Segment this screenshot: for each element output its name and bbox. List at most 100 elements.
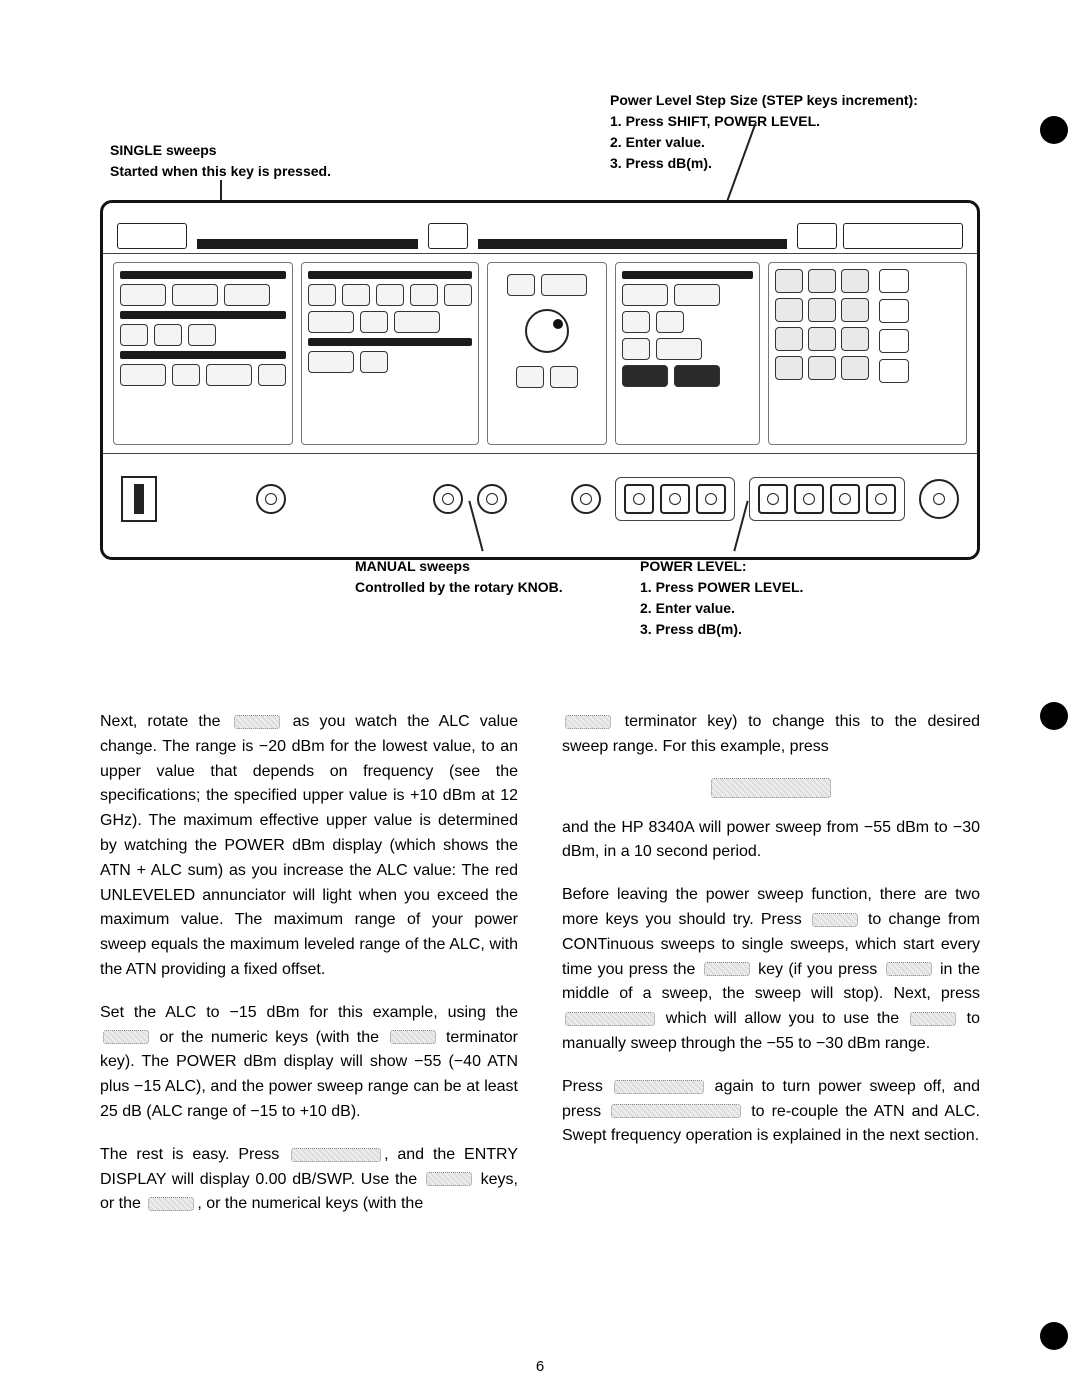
- shift-button[interactable]: [674, 365, 720, 387]
- start-freq-button[interactable]: [622, 284, 668, 306]
- am-bnc[interactable]: [477, 484, 507, 514]
- ghz-dbm-key[interactable]: [879, 269, 909, 293]
- sweep-trigger-panel: [113, 262, 293, 445]
- m1-button[interactable]: [308, 284, 336, 306]
- numeric-keypad: [775, 269, 869, 438]
- status-box: [797, 223, 837, 249]
- manual-sweep-callout: MANUAL sweeps Controlled by the rotary K…: [355, 556, 563, 598]
- freq-display: [197, 239, 418, 249]
- label-bar: [120, 271, 286, 279]
- save-button[interactable]: [172, 364, 200, 386]
- meter-lvl[interactable]: [696, 484, 726, 514]
- t: terminator key) to change this to the de…: [562, 713, 980, 755]
- hz-us-key[interactable]: [879, 359, 909, 383]
- para-5: and the HP 8340A will power sweep from −…: [562, 816, 980, 866]
- shift-power-keycap-icon: [611, 1104, 741, 1118]
- df-button[interactable]: [656, 311, 684, 333]
- stop-freq-button[interactable]: [674, 284, 720, 306]
- save-lock-button[interactable]: [656, 338, 702, 360]
- entry-display: [843, 223, 963, 249]
- function-panel: [615, 262, 761, 445]
- key-6[interactable]: [841, 298, 869, 322]
- bottom-callouts: MANUAL sweeps Controlled by the rotary K…: [100, 560, 980, 650]
- power-level-button[interactable]: [622, 365, 668, 387]
- ext-button[interactable]: [188, 324, 216, 346]
- aux-group: [749, 477, 905, 521]
- step-up-button[interactable]: [516, 366, 544, 388]
- aux-b[interactable]: [794, 484, 824, 514]
- knob-keycap-icon: [234, 715, 280, 729]
- aux-c[interactable]: [830, 484, 860, 514]
- single-button[interactable]: [172, 284, 218, 306]
- top-labels: SINGLE sweeps Started when this key is p…: [100, 90, 980, 200]
- pulse-button[interactable]: [308, 351, 354, 373]
- key-4[interactable]: [775, 298, 803, 322]
- freq-display-b: [478, 239, 787, 249]
- t: The rest is easy. Press: [100, 1146, 288, 1163]
- mkr-delta-button[interactable]: [394, 311, 440, 333]
- label-bar: [622, 271, 754, 279]
- single-sweep-heading: SINGLE sweeps: [110, 140, 430, 161]
- m2-button[interactable]: [342, 284, 370, 306]
- am-button[interactable]: [360, 351, 388, 373]
- body-text: Next, rotate the as you watch the ALC va…: [100, 710, 980, 1217]
- mhz-sec-key[interactable]: [879, 299, 909, 323]
- example-keycap-icon: [711, 778, 831, 798]
- label-bar: [120, 351, 286, 359]
- marker-off-button[interactable]: [308, 311, 354, 333]
- aux-d[interactable]: [866, 484, 896, 514]
- preset-button[interactable]: [206, 364, 252, 386]
- step-size-l1: 1. Press SHIFT, POWER LEVEL.: [610, 111, 970, 132]
- single-keycap-icon: [704, 962, 750, 976]
- single-sweep-sub: Started when this key is pressed.: [110, 161, 430, 182]
- instrument-front-panel: [100, 200, 980, 560]
- manual-button[interactable]: [224, 284, 270, 306]
- entry-keypad-panel: [768, 262, 967, 445]
- sweep-out-bnc[interactable]: [256, 484, 286, 514]
- line-button[interactable]: [154, 324, 182, 346]
- knob-entry-panel: [487, 262, 607, 445]
- key-7[interactable]: [775, 269, 803, 293]
- power-switch[interactable]: [121, 476, 157, 522]
- status-box: [117, 223, 187, 249]
- key-neg[interactable]: [841, 356, 869, 380]
- freerun-button[interactable]: [120, 324, 148, 346]
- rotary-knob[interactable]: [525, 309, 569, 353]
- alt-button[interactable]: [258, 364, 286, 386]
- key-5[interactable]: [808, 298, 836, 322]
- recall-button[interactable]: [120, 364, 166, 386]
- key-1[interactable]: [775, 327, 803, 351]
- aux-a[interactable]: [758, 484, 788, 514]
- step-keycap-icon: [426, 1172, 472, 1186]
- mkr-single-button[interactable]: [360, 311, 388, 333]
- cf-button[interactable]: [622, 311, 650, 333]
- key-0[interactable]: [775, 356, 803, 380]
- key-8[interactable]: [808, 269, 836, 293]
- key-3[interactable]: [841, 327, 869, 351]
- step-down-button[interactable]: [550, 366, 578, 388]
- key-2[interactable]: [808, 327, 836, 351]
- m3-button[interactable]: [376, 284, 404, 306]
- xtal-lvl[interactable]: [660, 484, 690, 514]
- pulse-bnc[interactable]: [433, 484, 463, 514]
- label-bar: [308, 271, 472, 279]
- key-9[interactable]: [841, 269, 869, 293]
- cw-button[interactable]: [622, 338, 650, 360]
- cat-bnc[interactable]: [571, 484, 601, 514]
- unit-keys: [879, 269, 909, 438]
- manual-sweep-l2: Controlled by the rotary KNOB.: [355, 577, 563, 598]
- m4-button[interactable]: [410, 284, 438, 306]
- entry-off-button[interactable]: [541, 274, 587, 296]
- leveling-group: [615, 477, 735, 521]
- key-dot[interactable]: [808, 356, 836, 380]
- manual-sweep-l1: MANUAL sweeps: [355, 556, 563, 577]
- cont-button[interactable]: [120, 284, 166, 306]
- knob-keycap-icon: [148, 1197, 194, 1211]
- single-sweep-callout: SINGLE sweeps Started when this key is p…: [110, 140, 430, 182]
- step-size-l2: 2. Enter value.: [610, 132, 970, 153]
- onoff-button[interactable]: [507, 274, 535, 296]
- rf-output-conn[interactable]: [919, 479, 959, 519]
- khz-ms-key[interactable]: [879, 329, 909, 353]
- ext-lvl[interactable]: [624, 484, 654, 514]
- m5-button[interactable]: [444, 284, 472, 306]
